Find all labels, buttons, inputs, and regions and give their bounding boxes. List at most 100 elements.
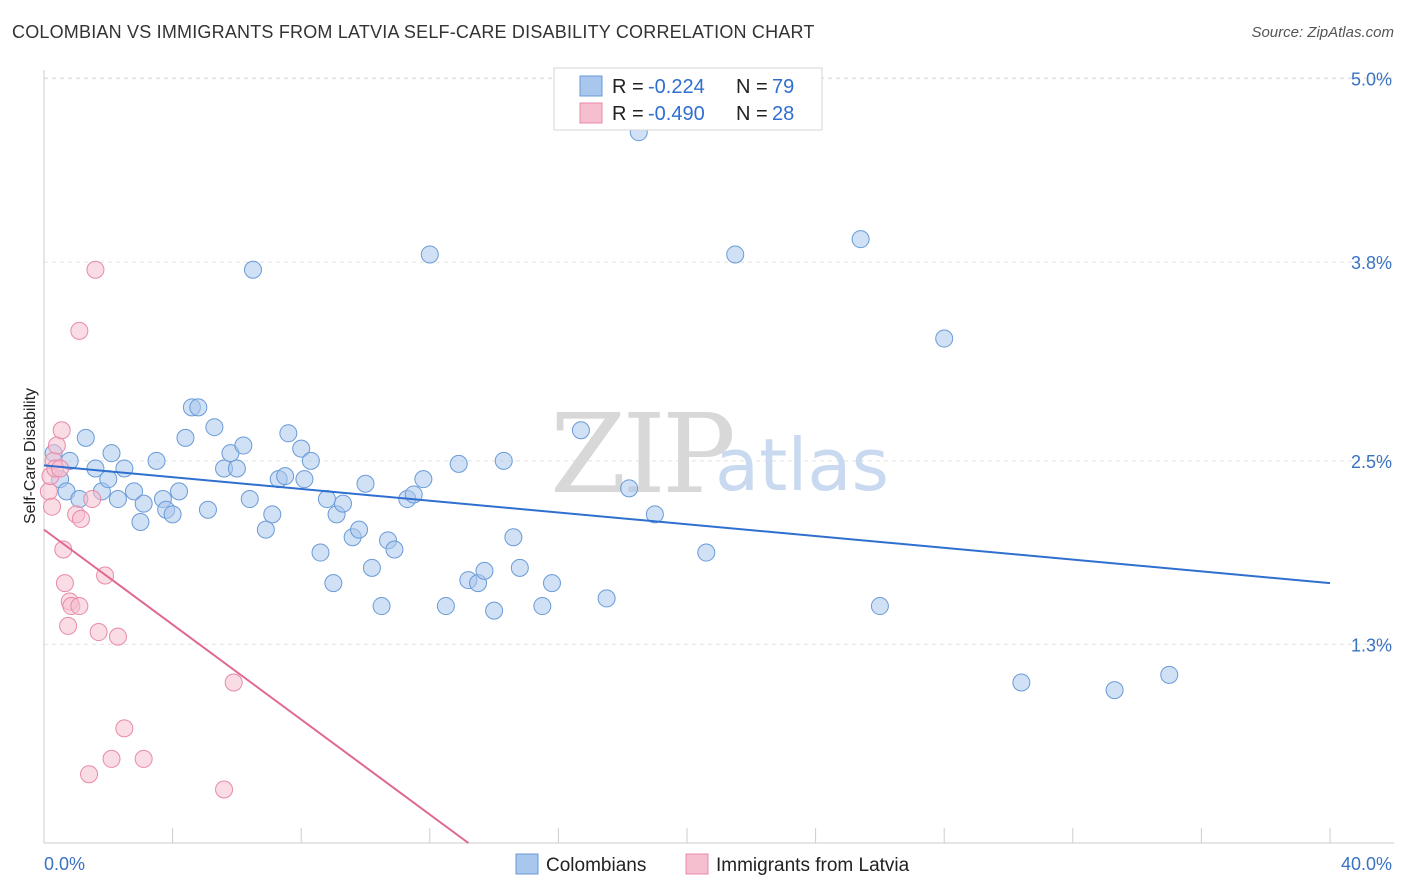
colombian-point <box>362 558 381 577</box>
colombian-point <box>597 589 616 608</box>
watermark-zip: ZIP <box>550 390 733 518</box>
colombian-point <box>311 543 330 562</box>
legend-swatch-colombians <box>579 75 603 97</box>
latvia-point <box>70 597 89 616</box>
latvia-point <box>224 673 243 692</box>
colombian-point <box>279 424 298 443</box>
latvia-point <box>59 616 78 635</box>
colombian-point <box>292 439 311 458</box>
latvia-point <box>134 749 153 768</box>
latvia-point <box>51 459 70 478</box>
series-legend-swatch-colombians <box>515 853 539 875</box>
legend-r-label-colombians: R = <box>612 76 644 98</box>
colombian-point <box>1105 681 1124 700</box>
latvia-point <box>80 765 99 784</box>
series-legend-swatch-latvia <box>685 853 709 875</box>
legend-r-label-latvia: R = <box>612 103 644 125</box>
legend-n-label-latvia: N = <box>736 103 768 125</box>
y-tick-label: 1.3% <box>1351 635 1392 655</box>
colombian-point <box>1160 665 1179 684</box>
latvia-points <box>39 260 243 799</box>
colombian-point <box>350 520 369 539</box>
latvia-trend-line <box>43 528 469 844</box>
y-tick-label: 5.0% <box>1351 70 1392 90</box>
colombian-point <box>697 543 716 562</box>
colombian-point <box>256 520 275 539</box>
colombian-point <box>620 479 639 498</box>
y-tick-label: 2.5% <box>1351 452 1392 472</box>
colombian-point <box>420 245 439 264</box>
colombian-point <box>295 470 314 489</box>
legend-n-value-latvia: 28 <box>772 103 794 125</box>
colombian-point <box>494 451 513 470</box>
colombian-point <box>449 454 468 473</box>
colombian-point <box>333 494 352 513</box>
colombian-point <box>276 467 295 486</box>
colombian-point <box>108 490 127 509</box>
colombian-point <box>240 490 259 509</box>
watermark-atlas: atlas <box>715 423 889 507</box>
colombian-point <box>263 505 282 524</box>
y-tick-label: 3.8% <box>1351 253 1392 273</box>
colombian-point <box>317 490 336 509</box>
latvia-point <box>86 260 105 279</box>
series-legend-label-latvia: Immigrants from Latvia <box>716 855 910 876</box>
latvia-point <box>43 497 62 516</box>
colombian-point <box>504 528 523 547</box>
y-axis-title: Self-Care Disability <box>22 388 39 524</box>
legend-n-value-colombians: 79 <box>772 76 794 98</box>
colombian-point <box>102 444 121 463</box>
watermark: ZIP atlas <box>550 390 889 518</box>
latvia-point <box>115 719 134 738</box>
colombian-point <box>198 500 217 519</box>
colombian-point <box>134 494 153 513</box>
chart-title: COLOMBIAN VS IMMIGRANTS FROM LATVIA SELF… <box>12 22 815 42</box>
latvia-point <box>71 509 90 528</box>
series-legend-label-colombians: Colombians <box>546 855 646 876</box>
colombian-point <box>170 482 189 501</box>
grid-lines <box>44 77 1394 645</box>
colombian-point <box>115 459 134 478</box>
colombian-point <box>189 398 208 417</box>
x-tick-label-max: 40.0% <box>1341 854 1392 874</box>
legend-r-value-colombians: -0.224 <box>648 76 705 98</box>
latvia-point <box>47 436 66 455</box>
latvia-point <box>89 623 108 642</box>
legend-n-label-colombians: N = <box>736 76 768 98</box>
latvia-point <box>215 780 234 799</box>
colombian-point <box>533 597 552 616</box>
colombian-point <box>645 505 664 524</box>
colombian-point <box>870 597 889 616</box>
colombian-point <box>475 561 494 580</box>
colombian-point <box>205 418 224 437</box>
colombian-point <box>324 574 343 593</box>
colombian-point <box>76 428 95 447</box>
legend-r-value-latvia: -0.490 <box>648 103 705 125</box>
colombian-point <box>131 512 150 531</box>
colombian-point <box>851 230 870 249</box>
colombians-points <box>44 123 1179 700</box>
colombian-point <box>99 470 118 489</box>
source-credit: Source: ZipAtlas.com <box>1251 24 1394 41</box>
colombian-point <box>726 245 745 264</box>
series-legend: Colombians Immigrants from Latvia <box>515 853 910 876</box>
trend-lines <box>43 464 1331 844</box>
colombian-point <box>935 329 954 348</box>
colombian-point <box>125 482 144 501</box>
legend-swatch-latvia <box>579 102 603 124</box>
colombian-point <box>542 574 561 593</box>
colombian-point <box>414 470 433 489</box>
colombian-point <box>385 540 404 559</box>
colombian-point <box>1012 673 1031 692</box>
stats-legend: R = -0.224 N = 79 R = -0.490 N = 28 <box>553 67 823 131</box>
latvia-point <box>70 321 89 340</box>
colombian-point <box>356 474 375 493</box>
colombian-point <box>485 601 504 620</box>
latvia-point <box>83 490 102 509</box>
y-axis-labels: 1.3% 2.5% 3.8% 5.0% <box>1351 70 1392 656</box>
latvia-point <box>39 482 58 501</box>
colombian-point <box>571 421 590 440</box>
colombian-point <box>163 505 182 524</box>
colombian-point <box>234 436 253 455</box>
